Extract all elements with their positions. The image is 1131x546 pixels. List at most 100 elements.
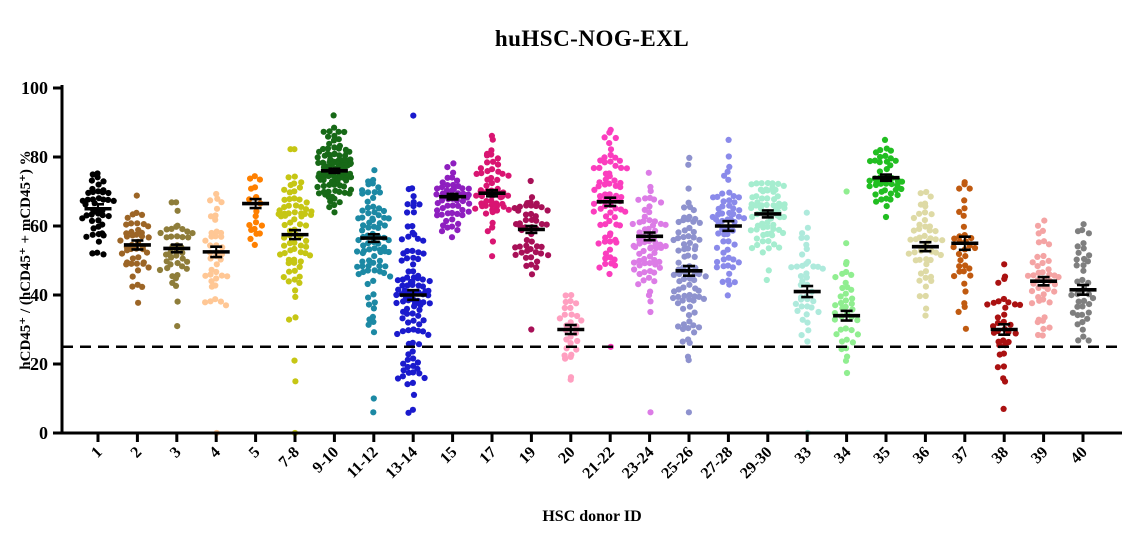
data-point — [674, 300, 682, 307]
data-point — [213, 261, 220, 268]
data-point — [212, 216, 219, 223]
data-point — [499, 170, 506, 177]
data-point — [636, 262, 643, 269]
x-category-label: 36 — [910, 444, 933, 467]
data-point — [881, 136, 889, 143]
data-point — [1073, 262, 1080, 269]
data-point — [601, 159, 608, 166]
data-point — [887, 190, 895, 197]
data-point — [872, 191, 879, 198]
data-point — [179, 234, 186, 241]
x-category-label: 11-12 — [344, 444, 382, 482]
data-point — [291, 195, 298, 202]
data-point — [174, 233, 181, 240]
data-point — [1080, 221, 1087, 228]
data-point — [448, 234, 456, 241]
data-point — [1084, 315, 1091, 322]
data-point — [330, 137, 338, 144]
data-point — [611, 214, 618, 221]
data-point — [922, 203, 929, 210]
data-point — [764, 195, 771, 202]
data-point — [79, 215, 86, 222]
data-point — [99, 189, 106, 196]
data-point — [168, 199, 175, 206]
data-point — [725, 176, 732, 183]
dot-swarm-13-14 — [393, 112, 433, 416]
data-point — [354, 263, 361, 270]
data-point — [400, 298, 407, 305]
data-point — [287, 146, 294, 153]
data-point — [89, 188, 97, 196]
data-point — [1040, 252, 1047, 260]
data-point — [1040, 238, 1048, 245]
data-point — [1035, 331, 1042, 339]
data-point — [562, 298, 569, 306]
data-point — [518, 249, 525, 256]
data-point — [685, 185, 692, 192]
data-point — [207, 213, 215, 220]
data-point — [607, 151, 614, 159]
data-point — [573, 300, 580, 307]
data-point — [224, 273, 231, 280]
data-point — [139, 283, 146, 290]
data-point — [409, 281, 416, 288]
data-point — [252, 213, 259, 220]
data-point — [202, 299, 209, 306]
data-point — [721, 231, 728, 238]
data-point — [1002, 304, 1009, 311]
data-point — [685, 233, 692, 240]
data-point — [691, 309, 698, 316]
data-point — [763, 276, 770, 284]
data-point — [129, 283, 136, 290]
data-point — [804, 319, 811, 326]
data-point — [454, 177, 461, 184]
data-point — [479, 203, 486, 210]
data-point — [641, 260, 648, 267]
data-point — [1040, 291, 1047, 298]
data-point — [563, 336, 570, 343]
data-point — [296, 263, 303, 270]
data-point — [330, 112, 337, 119]
data-point — [247, 175, 254, 182]
data-point — [438, 211, 445, 218]
data-point — [651, 249, 658, 256]
data-point — [394, 375, 402, 382]
data-point — [681, 204, 688, 211]
x-category-label: 7-8 — [276, 444, 303, 471]
data-point — [842, 290, 849, 297]
data-point — [720, 249, 727, 256]
data-point — [331, 181, 338, 188]
dot-swarm-7-8 — [275, 146, 315, 437]
data-point — [89, 231, 96, 238]
data-point — [292, 293, 299, 300]
data-point — [753, 235, 761, 242]
data-point — [866, 183, 873, 190]
data-point — [623, 165, 631, 172]
data-point — [629, 220, 636, 228]
data-point — [1074, 303, 1081, 310]
data-point — [400, 367, 407, 374]
data-point — [189, 230, 196, 237]
data-point — [730, 205, 737, 212]
data-point — [135, 254, 142, 261]
data-point — [183, 265, 190, 272]
data-point — [635, 196, 642, 203]
data-point — [849, 339, 857, 346]
data-point — [713, 244, 721, 251]
data-point — [483, 198, 490, 205]
data-point — [686, 281, 693, 288]
dot-swarm-40 — [1068, 221, 1097, 344]
data-point — [381, 222, 388, 229]
data-point — [105, 189, 112, 197]
data-point — [1000, 363, 1008, 370]
data-point — [494, 161, 502, 168]
data-point — [314, 154, 321, 161]
data-point — [1089, 295, 1097, 302]
data-point — [912, 236, 920, 243]
data-point — [1024, 272, 1032, 279]
data-point — [715, 219, 722, 226]
data-point — [355, 271, 362, 278]
data-point — [302, 250, 309, 257]
data-point — [695, 287, 702, 294]
data-point — [842, 297, 850, 304]
